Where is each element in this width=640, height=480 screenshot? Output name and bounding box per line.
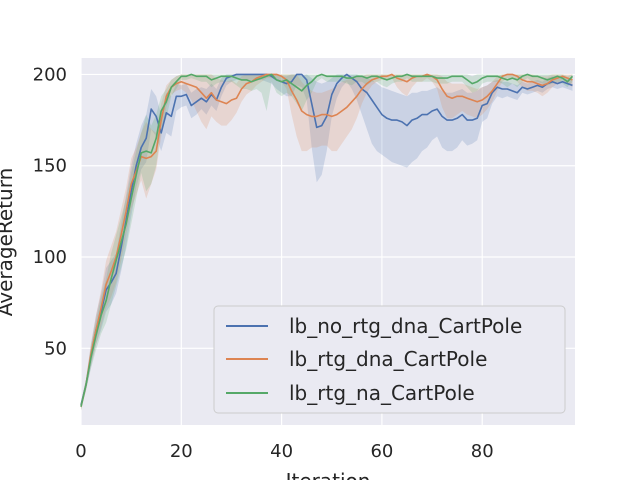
legend-box: [213, 305, 566, 414]
y-tick-label: 50: [44, 338, 67, 359]
legend-label-lb-no-rtg-dna: lb_no_rtg_dna_CartPole: [289, 314, 522, 338]
y-tick-label: 200: [33, 64, 67, 85]
legend: lb_no_rtg_dna_CartPole lb_rtg_dna_CartPo…: [213, 305, 566, 414]
y-axis-label: AverageReturn: [0, 168, 17, 317]
y-tick-label: 150: [33, 156, 67, 177]
x-tick-label: 60: [370, 441, 393, 462]
series-line-2: [80, 73, 574, 407]
x-axis-label: Iteration: [286, 469, 371, 480]
legend-label-lb-rtg-dna: lb_rtg_dna_CartPole: [289, 347, 487, 371]
x-tick-label: 20: [170, 441, 193, 462]
series-line-1: [80, 73, 573, 407]
x-tick-label: 40: [270, 441, 293, 462]
legend-label-lb-rtg-na: lb_rtg_na_CartPole: [289, 381, 475, 405]
band-0: [81, 74, 573, 409]
series-line-0: [80, 73, 573, 406]
tick-labels: 0 20 40 60 80 50 100 150 200: [33, 64, 494, 462]
confidence-bands: [81, 74, 573, 411]
y-tick-label: 100: [33, 247, 67, 268]
band-1: [81, 74, 573, 411]
x-tick-label: 0: [75, 441, 86, 462]
series-lines: [80, 73, 574, 407]
x-tick-label: 80: [471, 441, 494, 462]
